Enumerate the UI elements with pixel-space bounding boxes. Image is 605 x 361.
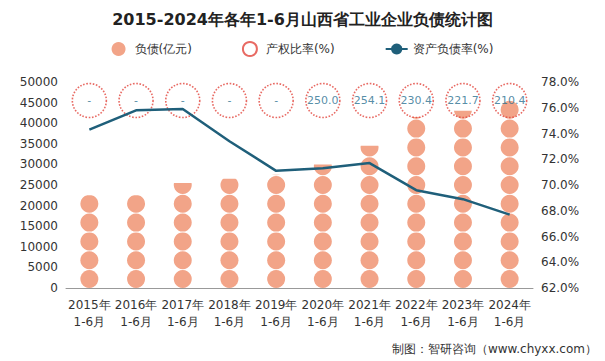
- svg-text:20000: 20000: [20, 199, 58, 213]
- svg-text:-: -: [181, 94, 185, 107]
- svg-text:-: -: [87, 94, 91, 107]
- svg-text:-: -: [227, 94, 231, 107]
- svg-text:负债(亿元): 负债(亿元): [135, 42, 192, 56]
- svg-text:76.0%: 76.0%: [541, 101, 579, 115]
- svg-text:2021年: 2021年: [348, 298, 391, 312]
- svg-text:2018年: 2018年: [208, 298, 251, 312]
- svg-text:5000: 5000: [27, 260, 58, 274]
- svg-text:230.4: 230.4: [401, 94, 433, 107]
- svg-text:64.0%: 64.0%: [541, 255, 579, 269]
- svg-text:2023年: 2023年: [442, 298, 485, 312]
- svg-text:68.0%: 68.0%: [541, 204, 579, 218]
- svg-text:1-6月: 1-6月: [74, 315, 106, 329]
- svg-text:产权比率(%): 产权比率(%): [266, 42, 335, 56]
- svg-text:1-6月: 1-6月: [307, 315, 339, 329]
- svg-text:45000: 45000: [20, 96, 58, 110]
- svg-text:-: -: [274, 94, 278, 107]
- svg-text:70.0%: 70.0%: [541, 178, 579, 192]
- svg-text:15000: 15000: [20, 219, 58, 233]
- svg-text:2019年: 2019年: [255, 298, 298, 312]
- svg-text:221.7: 221.7: [447, 94, 479, 107]
- svg-text:254.1: 254.1: [354, 94, 386, 107]
- svg-text:35000: 35000: [20, 137, 58, 151]
- svg-text:78.0%: 78.0%: [541, 75, 579, 89]
- svg-text:30000: 30000: [20, 157, 58, 171]
- svg-text:0: 0: [50, 281, 58, 295]
- svg-text:72.0%: 72.0%: [541, 152, 579, 166]
- svg-text:210.4: 210.4: [494, 94, 526, 107]
- svg-text:1-6月: 1-6月: [167, 315, 199, 329]
- svg-text:62.0%: 62.0%: [541, 281, 579, 295]
- svg-text:66.0%: 66.0%: [541, 230, 579, 244]
- svg-text:资产负债率(%): 资产负债率(%): [413, 42, 494, 56]
- svg-text:25000: 25000: [20, 178, 58, 192]
- svg-text:-: -: [134, 94, 138, 107]
- svg-text:2016年: 2016年: [115, 298, 158, 312]
- svg-text:制图：智研咨询（www.chyxx.com）: 制图：智研咨询（www.chyxx.com）: [392, 342, 597, 356]
- svg-text:1-6月: 1-6月: [447, 315, 479, 329]
- svg-text:2015-2024年各年1-6月山西省工业企业负债统计图: 2015-2024年各年1-6月山西省工业企业负债统计图: [112, 10, 493, 29]
- svg-text:10000: 10000: [20, 240, 58, 254]
- svg-text:2017年: 2017年: [161, 298, 204, 312]
- svg-text:1-6月: 1-6月: [260, 315, 292, 329]
- svg-text:2015年: 2015年: [68, 298, 111, 312]
- svg-text:2020年: 2020年: [302, 298, 345, 312]
- svg-text:40000: 40000: [20, 116, 58, 130]
- svg-text:250.0: 250.0: [307, 94, 339, 107]
- svg-text:2022年: 2022年: [395, 298, 438, 312]
- svg-text:2024年: 2024年: [488, 298, 531, 312]
- svg-text:1-6月: 1-6月: [494, 315, 526, 329]
- svg-text:50000: 50000: [20, 75, 58, 89]
- svg-text:74.0%: 74.0%: [541, 127, 579, 141]
- svg-text:1-6月: 1-6月: [214, 315, 246, 329]
- svg-text:1-6月: 1-6月: [354, 315, 386, 329]
- svg-text:1-6月: 1-6月: [400, 315, 432, 329]
- svg-text:1-6月: 1-6月: [120, 315, 152, 329]
